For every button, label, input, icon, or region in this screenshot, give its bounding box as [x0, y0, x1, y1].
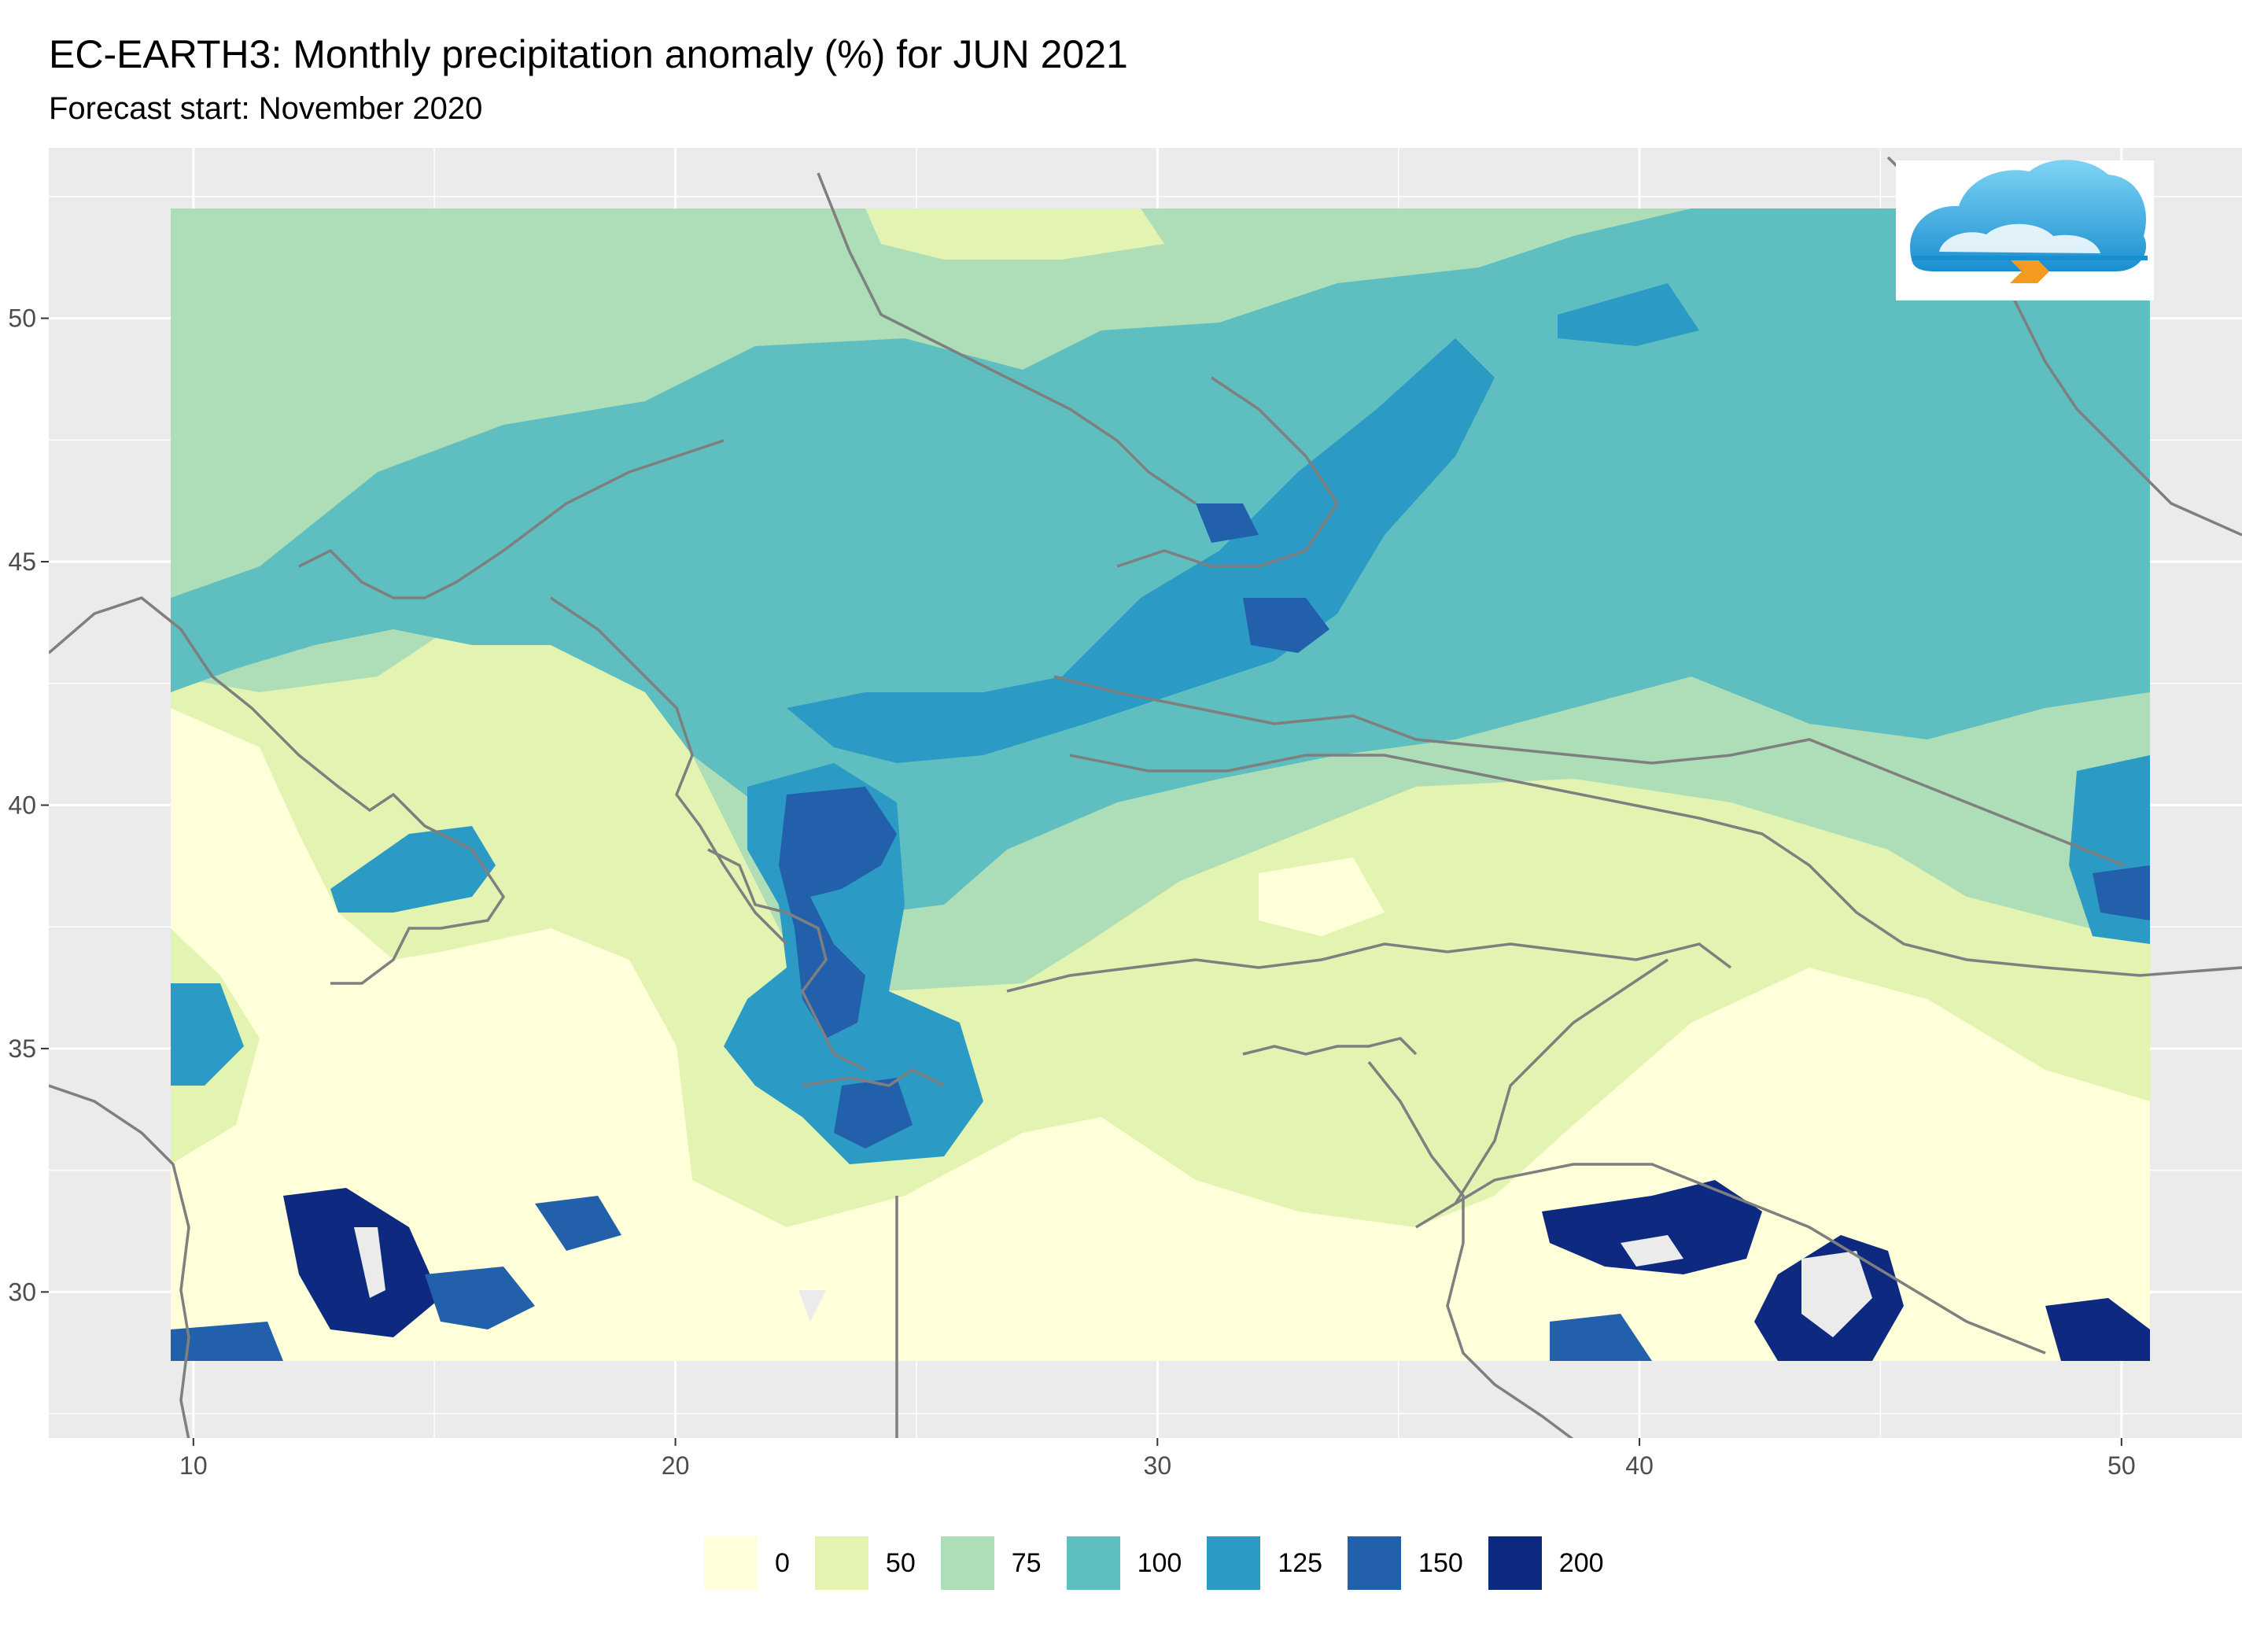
y-tick-label: 35 [8, 1034, 36, 1063]
chart-subtitle: Forecast start: November 2020 [49, 91, 483, 126]
legend-label: 125 [1278, 1547, 1323, 1578]
y-tick-label: 45 [8, 548, 36, 576]
legend-key [814, 1536, 868, 1590]
region-0-anatolia [1259, 857, 1385, 936]
legend-label: 50 [885, 1547, 916, 1578]
legend-key [940, 1536, 994, 1590]
x-tick-label: 10 [179, 1451, 208, 1480]
legend-item: 100 [1066, 1536, 1198, 1590]
legend-item: 200 [1488, 1536, 1620, 1590]
region-150-mid [1196, 503, 1259, 543]
region-missing-2 [1801, 1251, 1872, 1337]
cloud-logo [1896, 160, 2154, 301]
legend-item: 125 [1207, 1536, 1338, 1590]
region-125-band [787, 338, 1495, 763]
legend-label: 150 [1418, 1547, 1463, 1578]
legend-key [1207, 1536, 1261, 1590]
x-tick-label: 20 [662, 1451, 690, 1480]
region-50-north [865, 208, 1164, 260]
legend-key [1348, 1536, 1402, 1590]
legend-label: 75 [1011, 1547, 1042, 1578]
axes: 10 20 30 40 50 30 35 40 45 50 [8, 304, 2135, 1480]
region-missing-1 [1621, 1235, 1683, 1267]
region-200-arabia1 [1542, 1180, 1762, 1274]
legend-key [1488, 1536, 1542, 1590]
cloud-inner [1939, 223, 2100, 253]
legend-label: 100 [1137, 1547, 1182, 1578]
legend-item: 150 [1348, 1536, 1479, 1590]
region-150-caspian [2093, 865, 2150, 920]
legend-item: 0 [704, 1536, 806, 1590]
legend-key [704, 1536, 758, 1590]
x-tick-label: 40 [1625, 1451, 1654, 1480]
region-missing-4 [798, 1290, 826, 1322]
legend-label: 0 [775, 1547, 790, 1578]
region-125-italy [330, 826, 496, 913]
region-150-tunisia [535, 1196, 621, 1251]
region-150-sw-corner [171, 1322, 283, 1361]
region-150-crete [834, 1078, 913, 1149]
x-tick-label: 30 [1144, 1451, 1172, 1480]
country-borders [49, 156, 2242, 1438]
y-tick-label: 40 [8, 791, 36, 819]
chart-title: EC-EARTH3: Monthly precipitation anomaly… [49, 32, 1128, 76]
legend-label: 200 [1558, 1547, 1604, 1578]
x-tick-label: 50 [2107, 1451, 2136, 1480]
region-100-band [171, 208, 2150, 913]
legend-item: 50 [814, 1536, 931, 1590]
region-125-ukraine [1558, 283, 1699, 346]
y-tick-label: 30 [8, 1278, 36, 1306]
region-missing-3 [354, 1227, 385, 1298]
region-150-libya [425, 1267, 535, 1329]
legend: 0 50 75 100 125 150 200 [704, 1536, 1629, 1591]
region-125-sw [171, 983, 244, 1086]
cloud-arrow [2010, 260, 2049, 283]
legend-key [1066, 1536, 1120, 1590]
anomaly-field [171, 208, 2150, 1361]
legend-item: 75 [940, 1536, 1057, 1590]
region-200-arabia3 [2045, 1298, 2150, 1361]
y-tick-label: 50 [8, 304, 36, 333]
region-150-greece [779, 787, 897, 1038]
region-150-arabia [1550, 1314, 1652, 1361]
region-150-blacksea [1243, 598, 1329, 653]
